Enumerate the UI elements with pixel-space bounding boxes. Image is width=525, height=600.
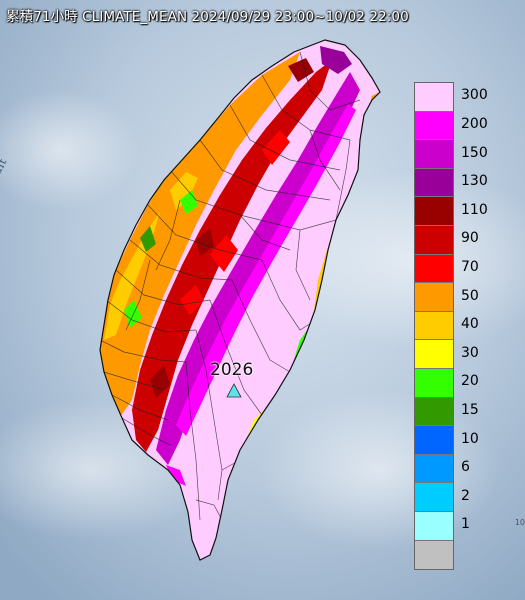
station-label: 2026	[210, 360, 254, 380]
legend-label: 150	[461, 144, 488, 161]
legend-swatch	[415, 511, 453, 541]
legend-label: 30	[461, 344, 479, 361]
legend-label: 70	[461, 258, 479, 275]
legend-swatch	[415, 254, 453, 284]
legend-label: 110	[461, 201, 488, 218]
legend-label: 10	[461, 430, 479, 447]
map-title: 累積71小時 CLIMATE_MEAN 2024/09/29 23:00~10/…	[6, 9, 409, 25]
station-triangle-icon	[226, 383, 242, 398]
legend-swatch	[415, 111, 453, 141]
legend-label: 1	[461, 516, 470, 533]
legend-swatch	[415, 225, 453, 255]
legend-label: 6	[461, 459, 470, 476]
legend-swatch	[415, 368, 453, 398]
legend-swatch	[415, 340, 453, 369]
legend-label: 300	[461, 87, 488, 104]
admin-boundaries	[100, 51, 361, 521]
legend-label: 200	[461, 115, 488, 132]
island-outline	[99, 39, 381, 561]
legend-swatch	[415, 540, 453, 570]
color-legend	[414, 82, 454, 571]
legend-swatch	[415, 311, 453, 341]
legend-swatch	[415, 426, 453, 455]
legend-label: 40	[461, 316, 479, 333]
legend-swatch	[415, 483, 453, 512]
legend-swatch	[415, 283, 453, 312]
legend-label: 50	[461, 287, 479, 304]
legend-swatch	[415, 397, 453, 427]
legend-label: 90	[461, 230, 479, 247]
edge-mark: 10	[514, 518, 525, 527]
legend-swatch	[415, 454, 453, 484]
legend-label: 20	[461, 373, 479, 390]
legend-swatch	[415, 168, 453, 198]
legend-label: 130	[461, 173, 488, 190]
legend-label: 2	[461, 487, 470, 504]
legend-swatch	[415, 140, 453, 169]
legend-swatch	[415, 197, 453, 226]
legend-swatch	[415, 83, 453, 112]
legend-label: 15	[461, 401, 479, 418]
